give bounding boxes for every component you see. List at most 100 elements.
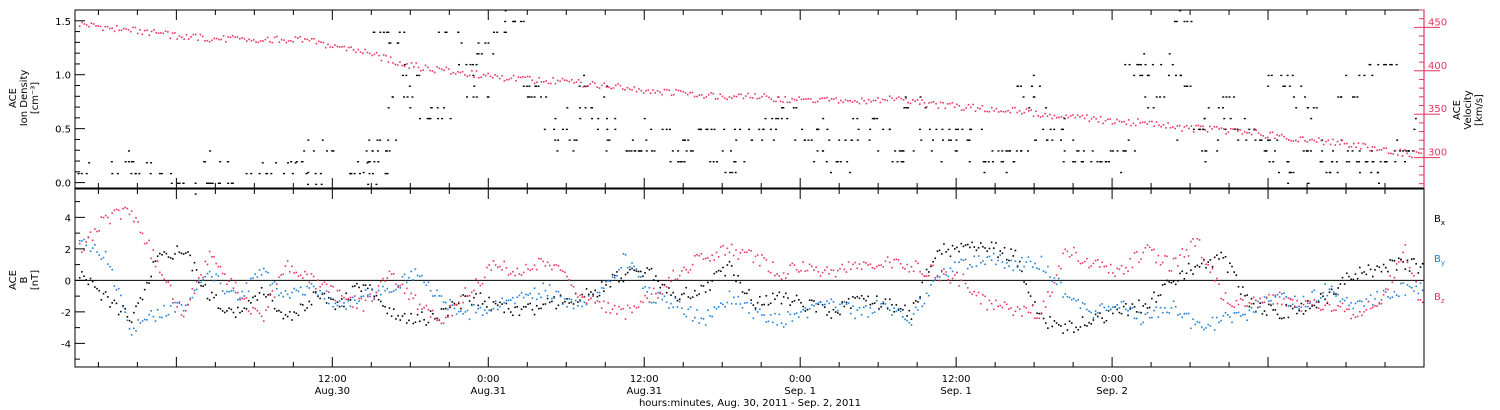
bx-point	[982, 245, 984, 248]
bx-point	[572, 303, 575, 305]
by-point	[936, 276, 939, 278]
bz-point	[750, 250, 752, 252]
bx-point	[769, 302, 772, 305]
bz-point	[499, 265, 501, 268]
density-point	[1355, 161, 1358, 163]
bx-point	[234, 316, 237, 318]
bz-point	[685, 268, 687, 271]
bz-point	[780, 278, 783, 280]
by-point	[763, 314, 765, 316]
by-point	[343, 302, 345, 304]
bx-point	[787, 297, 789, 299]
velocity-point	[640, 89, 643, 92]
velocity-point	[554, 82, 557, 85]
by-point	[648, 286, 651, 289]
bz-point	[169, 284, 172, 287]
velocity-point	[146, 29, 148, 31]
bx-point	[139, 297, 142, 299]
velocity-point	[297, 37, 299, 39]
by-point	[858, 306, 861, 309]
by-point	[1307, 305, 1309, 308]
bz-point	[702, 258, 705, 260]
bz-point	[390, 273, 393, 276]
bz-point	[1365, 308, 1368, 311]
velocity-point	[1352, 142, 1355, 145]
bz-point	[217, 265, 220, 268]
bx-point	[752, 304, 755, 306]
by-point	[886, 306, 889, 309]
density-point	[1128, 63, 1131, 66]
by-point	[999, 254, 1002, 256]
density-point	[873, 117, 876, 120]
velocity-point	[136, 32, 139, 35]
bx-point	[525, 306, 527, 308]
x-tick-time-label: 12:00	[942, 374, 971, 385]
by-point	[525, 293, 527, 296]
density-point	[729, 150, 732, 152]
density-point	[997, 150, 1000, 152]
by-point	[949, 267, 952, 270]
bx-point	[1042, 317, 1045, 320]
density-point	[1186, 20, 1189, 23]
bz-point	[139, 231, 142, 234]
by-point	[683, 313, 685, 315]
bx-point	[698, 293, 700, 295]
by-point	[293, 287, 295, 290]
by-point	[977, 255, 980, 257]
density-point	[1053, 128, 1056, 131]
density-point	[1229, 117, 1232, 120]
bx-point	[592, 293, 594, 296]
by-point	[514, 302, 516, 305]
bx-point	[613, 274, 616, 277]
density-point	[764, 117, 767, 120]
velocity-point	[1100, 115, 1102, 118]
bx-point	[618, 280, 620, 283]
density-point	[761, 139, 764, 141]
density-point	[762, 128, 765, 131]
velocity-point	[659, 91, 661, 93]
bx-point	[875, 295, 878, 297]
by-point	[150, 309, 152, 312]
density-point	[1076, 150, 1079, 152]
density-point	[305, 172, 308, 175]
bx-point	[1083, 324, 1086, 327]
density-point	[295, 161, 298, 163]
bx-point	[247, 299, 250, 302]
bx-point	[449, 306, 451, 309]
density-point	[426, 117, 429, 120]
velocity-point	[1055, 117, 1058, 119]
bz-point	[1112, 272, 1114, 274]
bz-point	[473, 289, 475, 292]
by-point	[384, 289, 386, 292]
bz-point	[1181, 248, 1184, 250]
by-point	[1252, 311, 1255, 313]
by-point	[250, 277, 252, 280]
velocity-point	[413, 65, 415, 68]
density-point	[940, 161, 943, 163]
bx-point	[860, 294, 863, 297]
density-point	[150, 162, 153, 164]
bz-point	[1287, 297, 1290, 299]
bx-point	[668, 287, 670, 289]
velocity-point	[956, 103, 958, 106]
density-point	[1222, 96, 1225, 98]
velocity-point	[691, 91, 694, 94]
by-point	[1235, 312, 1238, 314]
bz-point	[1226, 302, 1229, 304]
bx-point	[165, 252, 168, 255]
density-tick-label: 1.5	[55, 17, 71, 28]
by-point	[234, 291, 237, 294]
bz-point	[754, 255, 757, 258]
bz-point	[1220, 297, 1222, 300]
velocity-point	[765, 95, 768, 97]
by-point	[1417, 292, 1420, 295]
bz-point	[600, 307, 603, 309]
by-point	[969, 264, 971, 266]
bz-point	[694, 254, 696, 257]
bz-point	[91, 239, 94, 242]
by-point	[782, 326, 785, 328]
velocity-point	[324, 46, 327, 49]
by-point	[321, 292, 324, 294]
velocity-point	[187, 38, 190, 40]
velocity-point	[997, 111, 1000, 113]
